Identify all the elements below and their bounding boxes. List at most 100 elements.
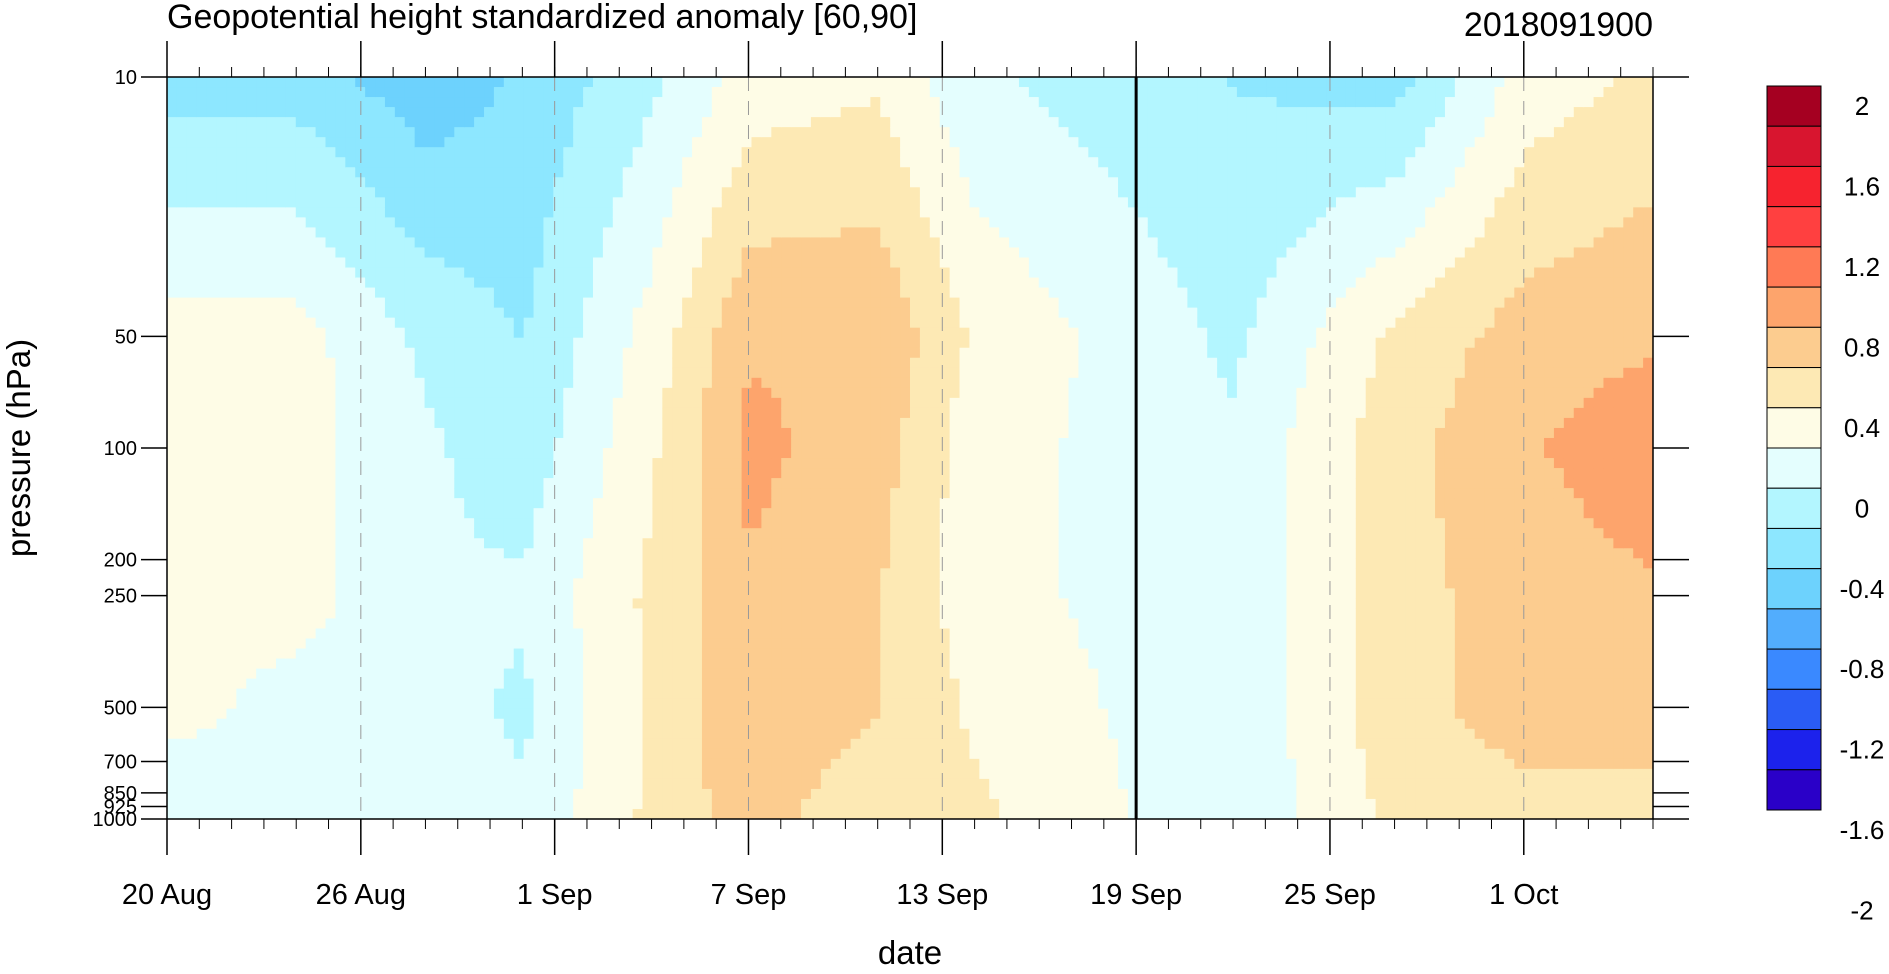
contour-cell — [711, 177, 723, 188]
contour-cell — [384, 267, 396, 279]
contour-cell — [533, 327, 545, 339]
contour-cell — [771, 568, 782, 579]
contour-cell — [761, 357, 772, 369]
contour-cell — [285, 287, 297, 299]
contour-cell — [275, 177, 287, 188]
contour-cell — [801, 347, 812, 359]
contour-cell — [791, 267, 802, 279]
contour-cell — [167, 197, 178, 208]
contour-cell — [246, 588, 257, 600]
contour-cell — [285, 478, 297, 489]
contour-cell — [216, 688, 228, 700]
contour-cell — [612, 87, 624, 98]
contour-cell — [583, 528, 594, 539]
contour-cell — [503, 427, 515, 439]
contour-cell — [206, 588, 218, 600]
contour-cell — [394, 488, 406, 499]
contour-cell — [553, 317, 564, 329]
contour-cell — [384, 548, 396, 559]
contour-cell — [176, 488, 188, 499]
contour-cell — [672, 548, 683, 559]
contour-cell — [216, 468, 228, 479]
contour-cell — [801, 568, 812, 579]
contour-cell — [553, 578, 564, 589]
contour-cell — [226, 618, 237, 630]
contour-cell — [355, 548, 366, 559]
contour-cell — [256, 317, 267, 329]
contour-cell — [761, 137, 772, 148]
contour-cell — [335, 377, 346, 389]
contour-cell — [801, 758, 812, 770]
contour-cell — [731, 417, 743, 429]
contour-cell — [484, 397, 495, 409]
contour-cell — [176, 417, 188, 429]
contour-cell — [503, 317, 515, 329]
contour-cell — [711, 247, 723, 259]
contour-cell — [196, 197, 208, 208]
contour-cell — [652, 578, 663, 589]
contour-cell — [186, 598, 198, 610]
contour-cell — [801, 297, 812, 309]
contour-cell — [810, 728, 822, 740]
contour-cell — [721, 157, 733, 168]
contour-cell — [256, 147, 267, 158]
contour-cell — [820, 137, 832, 148]
contour-cell — [563, 478, 574, 489]
contour-cell — [206, 317, 218, 329]
contour-cell — [315, 247, 327, 259]
contour-cell — [266, 417, 277, 429]
contour-cell — [830, 337, 842, 349]
contour-cell — [384, 628, 396, 640]
contour-cell — [682, 468, 693, 479]
contour-cell — [325, 658, 337, 670]
contour-cell — [523, 257, 535, 269]
contour-cell — [196, 468, 208, 479]
contour-cell — [820, 247, 832, 259]
contour-cell — [186, 157, 198, 168]
contour-cell — [375, 117, 386, 128]
contour-cell — [256, 437, 267, 449]
contour-cell — [791, 778, 802, 790]
contour-cell — [761, 768, 772, 780]
contour-cell — [206, 87, 218, 98]
contour-cell — [761, 257, 772, 269]
contour-cell — [652, 367, 663, 379]
contour-cell — [394, 658, 406, 670]
contour-cell — [692, 548, 703, 559]
contour-cell — [820, 488, 832, 499]
contour-cell — [355, 498, 366, 509]
contour-cell — [414, 608, 426, 620]
contour-cell — [553, 267, 564, 279]
contour-cell — [721, 307, 733, 319]
contour-cell — [533, 177, 545, 188]
contour-cell — [692, 437, 703, 449]
contour-cell — [523, 608, 535, 620]
contour-cell — [731, 668, 743, 680]
contour-cell — [563, 528, 574, 539]
contour-cell — [711, 518, 723, 529]
contour-cell — [830, 247, 842, 259]
contour-cell — [305, 207, 317, 218]
contour-cell — [365, 588, 376, 600]
contour-cell — [206, 468, 218, 479]
contour-cell — [196, 127, 208, 138]
contour-cell — [543, 127, 554, 138]
contour-cell — [533, 448, 545, 459]
contour-cell — [246, 397, 257, 409]
contour-cell — [652, 798, 663, 810]
contour-cell — [394, 87, 406, 98]
contour-cell — [592, 658, 604, 670]
contour-cell — [404, 267, 416, 279]
contour-cell — [771, 117, 782, 128]
contour-cell — [503, 788, 515, 800]
contour-cell — [721, 548, 733, 559]
contour-cell — [801, 598, 812, 610]
contour-cell — [196, 738, 208, 750]
contour-cell — [414, 247, 426, 259]
contour-cell — [493, 377, 505, 389]
contour-cell — [751, 107, 762, 118]
contour-cell — [583, 648, 594, 660]
contour-cell — [801, 708, 812, 720]
contour-cell — [394, 578, 406, 589]
contour-cell — [325, 758, 337, 770]
